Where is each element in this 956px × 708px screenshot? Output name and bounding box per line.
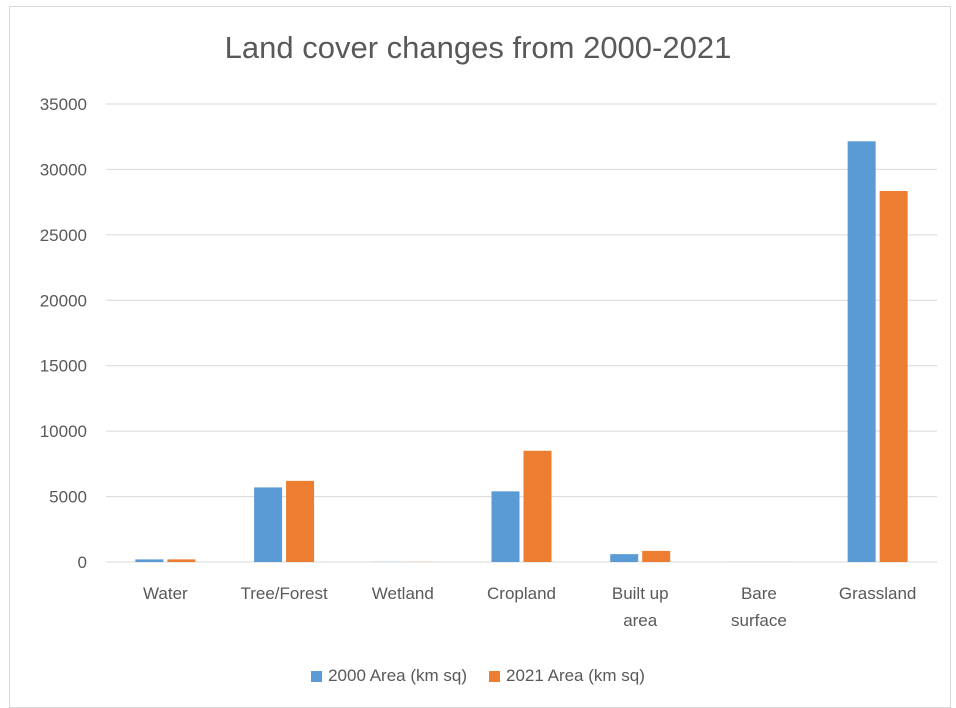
y-tick-label: 30000 [40,160,87,179]
y-tick-label: 20000 [40,291,87,310]
bar [880,191,908,562]
y-tick-label: 5000 [49,488,87,507]
y-axis-tick-labels: 0 5000 10000 15000 20000 25000 30000 35000 [40,95,87,572]
x-tick-label: Bare [741,584,777,603]
bar [848,141,876,562]
legend-label-2000: 2000 Area (km sq) [328,666,467,686]
bar [254,487,282,562]
x-tick-label: surface [731,611,787,630]
legend: 2000 Area (km sq) 2021 Area (km sq) [0,666,956,686]
bar [492,491,520,562]
y-tick-label: 0 [78,553,87,572]
x-tick-label: area [623,611,658,630]
legend-swatch-2021 [489,671,500,682]
bar [286,481,314,562]
legend-label-2021: 2021 Area (km sq) [506,666,645,686]
bar [610,554,638,562]
x-tick-label: Cropland [487,584,556,603]
gridlines [106,104,937,562]
legend-item-2000: 2000 Area (km sq) [311,666,467,686]
x-tick-label: Wetland [372,584,434,603]
y-tick-label: 35000 [40,95,87,114]
x-tick-label: Water [143,584,188,603]
bars [135,141,907,562]
bar [642,551,670,562]
x-tick-label: Grassland [839,584,916,603]
x-axis-tick-labels: Water Tree/Forest Wetland Cropland Built up a… [143,584,916,630]
bar [167,559,195,562]
y-tick-label: 25000 [40,226,87,245]
legend-swatch-2000 [311,671,322,682]
bar [524,451,552,562]
y-tick-label: 10000 [40,422,87,441]
x-tick-label: Built up [612,584,669,603]
y-tick-label: 15000 [40,357,87,376]
bar [135,559,163,562]
x-tick-label: Tree/Forest [240,584,328,603]
legend-item-2021: 2021 Area (km sq) [489,666,645,686]
